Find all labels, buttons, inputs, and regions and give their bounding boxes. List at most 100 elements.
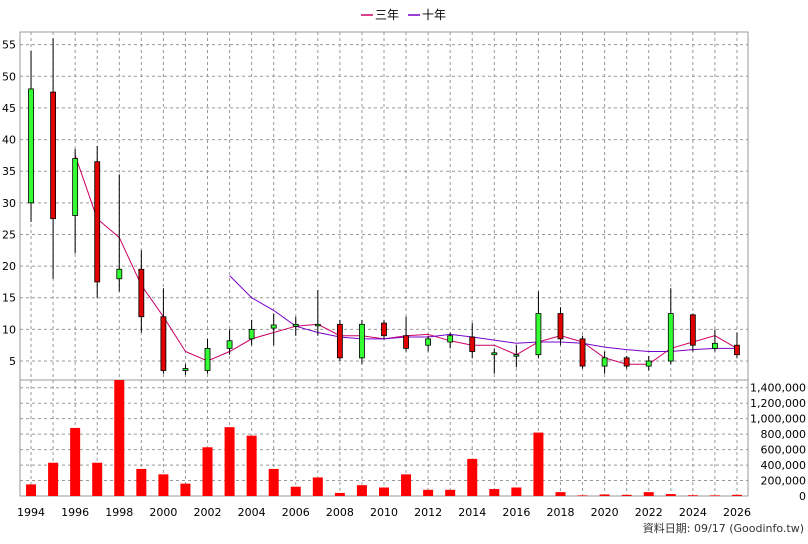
candle-body [94,161,101,283]
candle-body [248,328,255,340]
volume-bar [379,487,389,496]
price-tick-label: 5 [9,355,16,368]
candle [689,313,696,352]
volume-bar [290,486,301,496]
x-tick-label: 1994 [17,506,45,519]
candle-body [579,338,586,367]
candle [712,329,718,352]
volume-bar [445,489,456,496]
candle [645,355,652,371]
volume-tick-label: 1,000,000 [750,413,806,426]
candle [50,38,56,279]
candle-body [734,344,740,356]
candle [513,345,520,368]
volume-bar [334,492,345,496]
x-axis-ticks: 1994 1996 1998 2000 2002 2004 2006 2008 2010 2012… [17,506,751,519]
x-tick-label: 2014 [458,506,486,519]
volume-bar [356,485,367,496]
candle-body [381,322,387,337]
volume-bar [158,474,169,496]
x-tick-label: 1998 [105,506,133,519]
candle-body [138,268,145,318]
volume-panel: 0 200,000 400,000 600,000 800,000 1,000,000 1,… [19,379,806,503]
price-y-ticks: 5 10 15 20 25 30 35 40 45 50 55 [2,39,16,368]
candle [469,323,476,358]
volume-bar [423,489,434,496]
price-tick-label: 50 [2,70,16,83]
volume-tick-label: 0 [799,490,806,503]
candle-body [667,313,674,362]
candle [734,332,740,358]
volume-bars [26,380,742,496]
volume-tick-label: 600,000 [761,444,807,457]
candle [667,288,674,365]
x-tick-label: 2010 [370,506,398,519]
x-tick-label: 2000 [149,506,177,519]
volume-bar [665,494,676,496]
volume-bar [731,494,742,496]
x-tick-label: 2002 [194,506,222,519]
candle-body [469,336,476,352]
candle [314,290,321,336]
legend-label-10yr: 十年 [422,8,446,22]
candle-body [270,324,277,329]
volume-bar [577,495,588,496]
volume-tick-label: 200,000 [761,475,807,488]
x-tick-label: 2026 [723,506,751,519]
volume-bar [26,484,37,496]
volume-bar [687,495,698,496]
volume-bar [555,492,566,496]
volume-y-ticks: 0 200,000 400,000 600,000 800,000 1,000,000 1,… [750,382,806,503]
legend: 三年 十年 [361,8,446,22]
price-tick-label: 30 [2,197,16,210]
volume-bar [268,468,279,496]
candle [623,355,630,369]
candle-body [314,323,321,327]
candle [182,364,189,375]
volume-bar [489,489,500,496]
candle-body [623,357,630,367]
x-tick-label: 2008 [326,506,354,519]
candle [601,351,608,374]
price-tick-label: 40 [2,134,16,147]
volume-grid [19,379,749,497]
candles [28,38,740,375]
candle-body [601,357,608,367]
candle [535,291,542,358]
volume-bar [92,462,103,496]
price-tick-label: 15 [2,292,16,305]
candle-body [447,335,454,343]
volume-bar [312,477,323,496]
volume-bar [224,427,235,496]
volume-bar [599,494,610,496]
volume-bar [70,427,81,496]
price-tick-label: 25 [2,228,16,241]
candle-body [116,268,123,280]
candle-body [50,91,56,220]
candle [248,319,255,346]
x-tick-label: 1996 [61,506,89,519]
volume-bar [136,468,147,496]
candle-body [226,340,233,349]
x-tick-label: 2012 [414,506,442,519]
x-tick-label: 2016 [502,506,530,519]
x-tick-label: 2006 [282,506,310,519]
candle-body [425,338,432,346]
candle [94,145,101,298]
candle [425,335,432,352]
volume-bar [180,483,191,496]
candle-body [72,158,79,216]
candle-body [689,314,696,346]
candle [116,174,123,292]
source-note: 資料日期: 09/17 (Goodinfo.tw) [643,521,804,535]
candle [381,319,387,339]
candle [226,329,233,355]
price-tick-label: 45 [2,102,16,115]
volume-bar [48,462,59,496]
candle [204,338,211,374]
candle-body [645,360,652,367]
candle [28,50,34,222]
x-tick-label: 2020 [591,506,619,519]
candle [138,250,145,333]
ma-line-10yr [229,275,737,352]
